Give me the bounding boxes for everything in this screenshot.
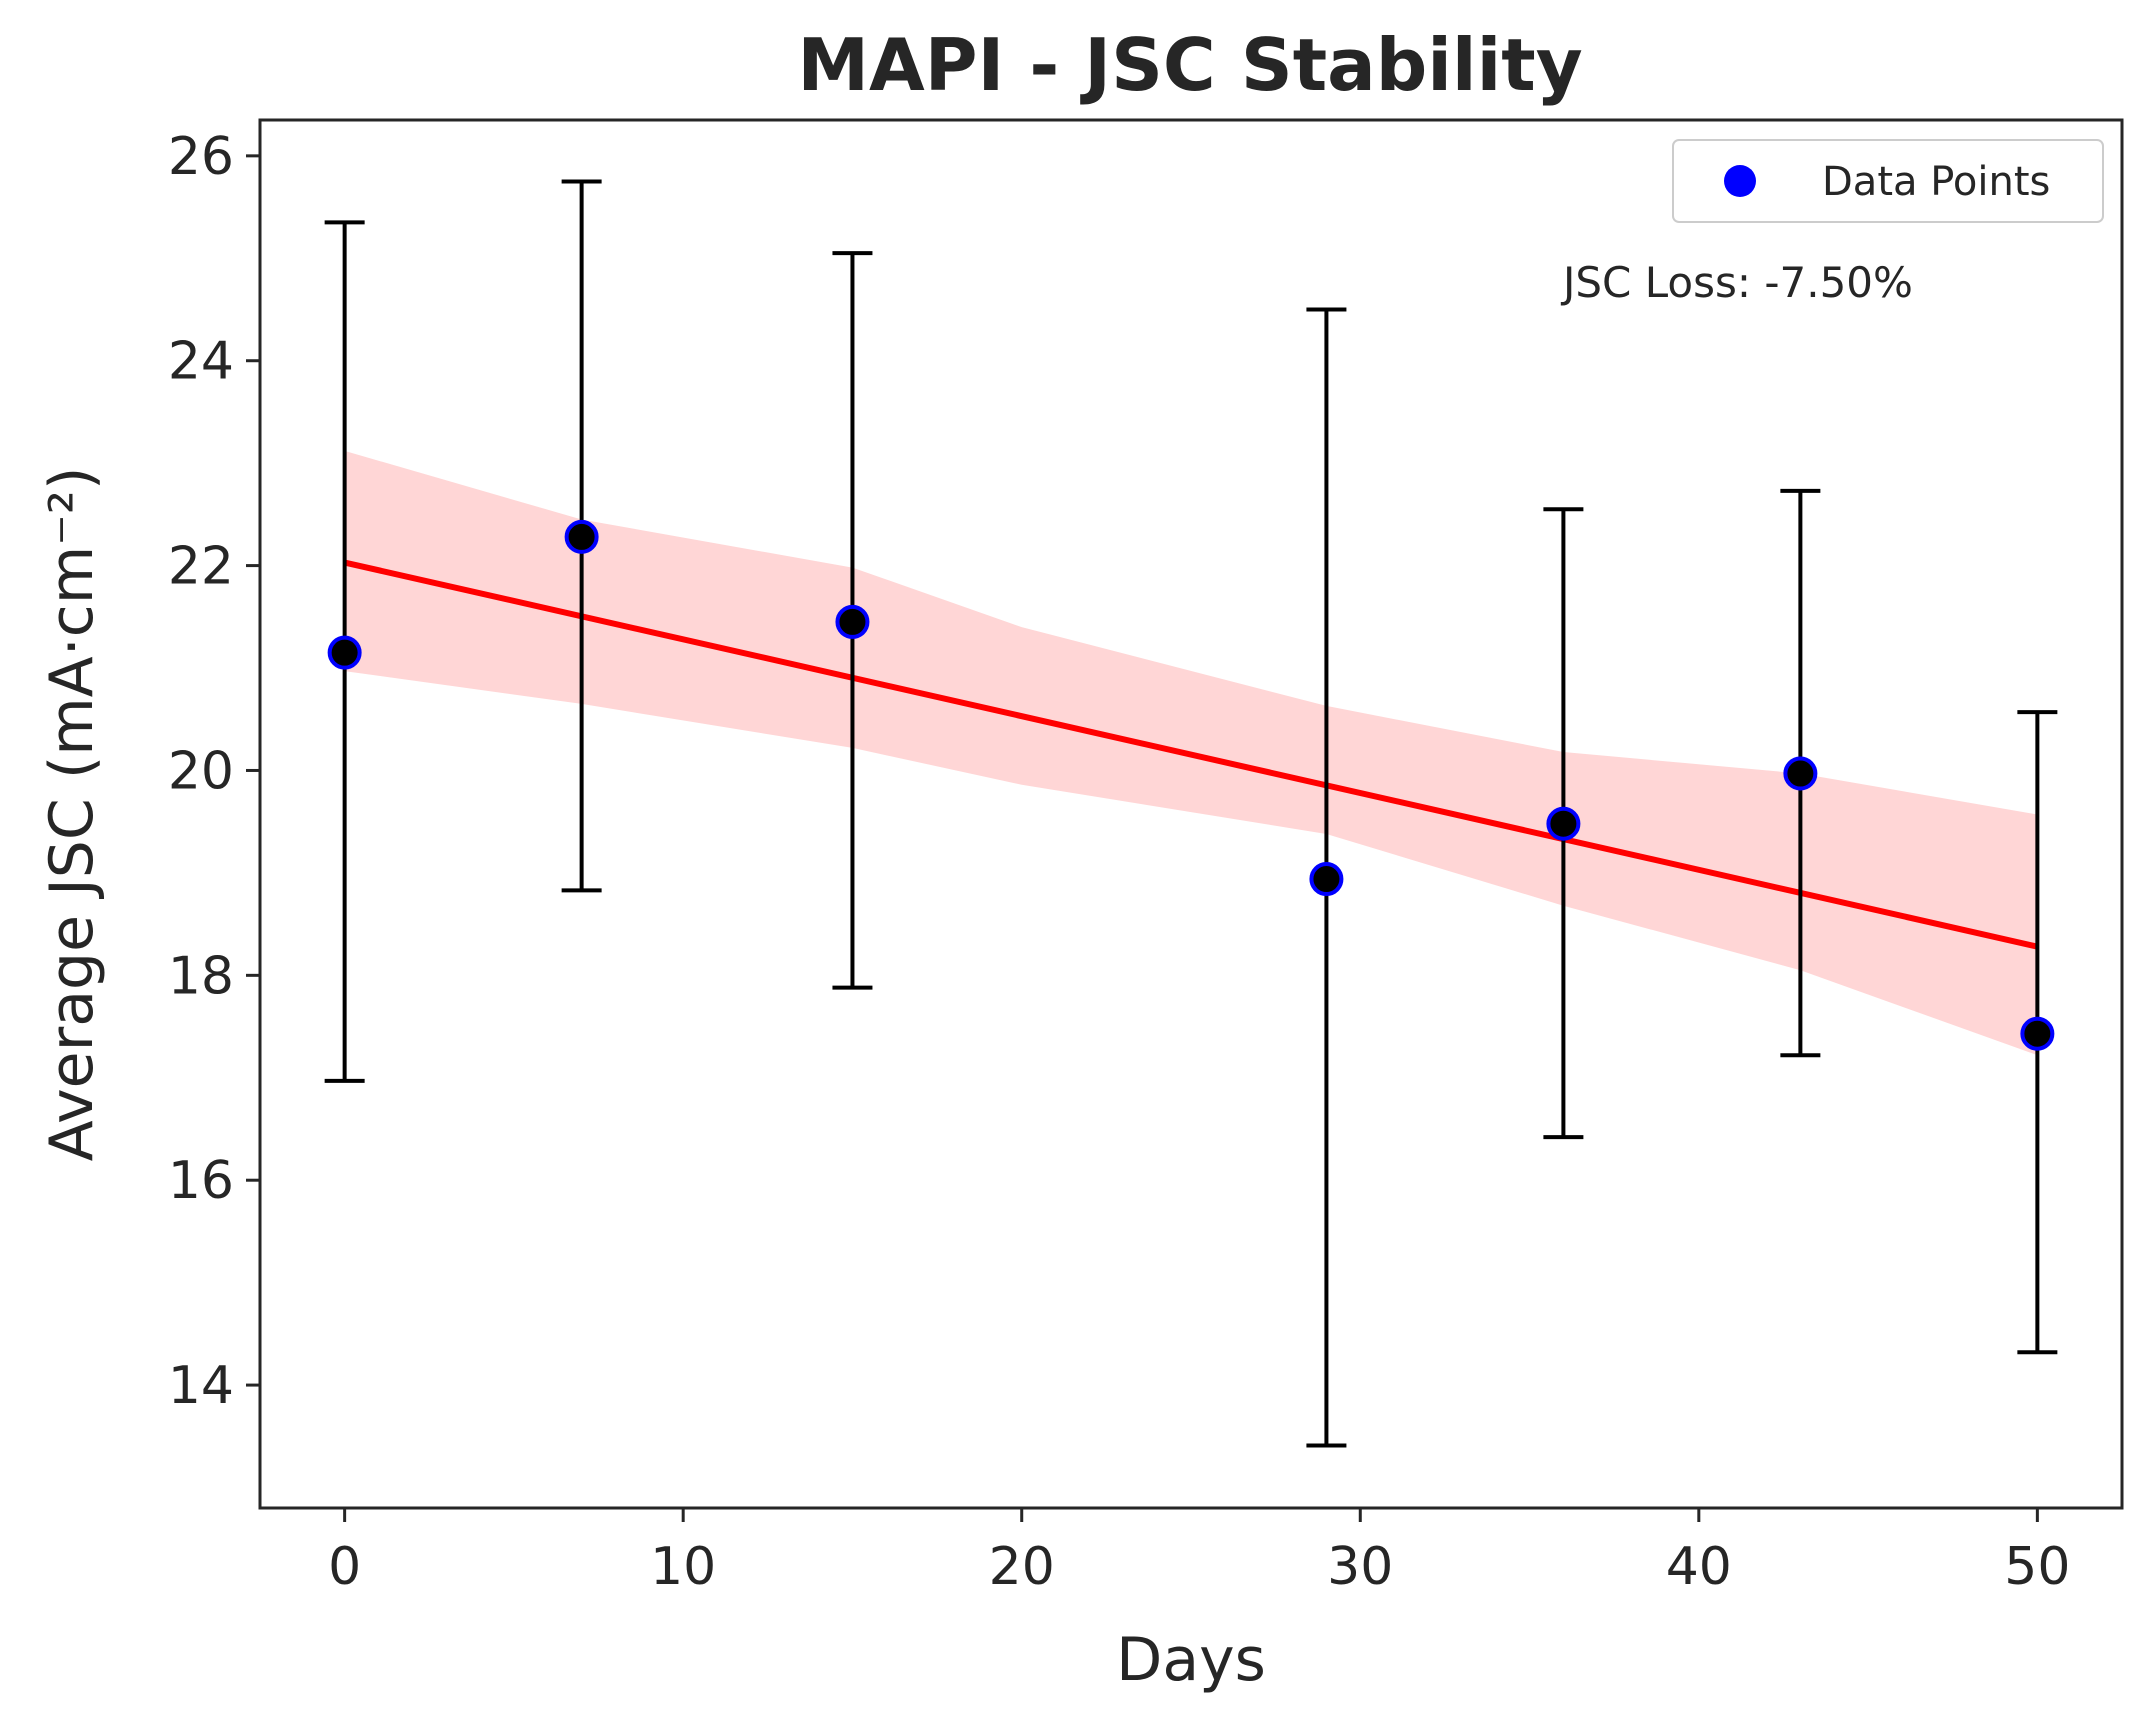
data-point [1783,756,1818,791]
y-tick-label: 22 [168,537,234,597]
legend-box [1672,139,2104,223]
legend-marker-icon [1724,165,1756,197]
y-axis: 14 16 18 20 22 24 26 [168,127,260,1416]
y-tick-label: 24 [168,332,234,392]
y-tick-label: 26 [168,127,234,187]
annotation-jsc-loss: JSC Loss: -7.50% [1560,258,1913,307]
legend: Data Points [1672,139,2104,223]
data-point [2020,1016,2055,1051]
x-tick-label: 20 [989,1537,1055,1597]
y-tick-label: 18 [168,946,234,1006]
y-tick-label: 16 [168,1151,234,1211]
x-tick-label: 0 [328,1537,361,1597]
data-point [1309,862,1344,897]
x-axis-label: Days [1116,1625,1266,1695]
data-point [327,635,362,670]
y-axis-label: Average JSC (mA·cm⁻²) [37,467,107,1162]
plot-area [324,179,2058,1448]
axes-frame [258,118,2124,1510]
chart-title: MAPI - JSC Stability [797,23,1582,107]
x-tick-label: 30 [1327,1537,1393,1597]
x-tick-label: 40 [1666,1537,1732,1597]
x-axis: 0 10 20 30 40 50 [328,1508,2070,1597]
x-tick-label: 10 [650,1537,716,1597]
legend-entry-data-points: Data Points [1822,159,2050,205]
data-point [1546,806,1581,841]
data-point [564,519,599,554]
y-tick-label: 14 [168,1356,234,1416]
y-tick-label: 20 [168,741,234,801]
data-point [835,604,870,639]
regression-line [343,559,2039,950]
x-tick-label: 50 [2004,1537,2070,1597]
